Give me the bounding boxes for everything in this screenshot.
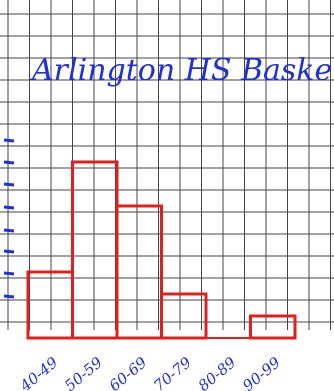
chart-title: Arlington HS Basketball: [29, 53, 334, 88]
chart: Arlington HS Basketball 40-4950-5960-697…: [0, 0, 334, 391]
